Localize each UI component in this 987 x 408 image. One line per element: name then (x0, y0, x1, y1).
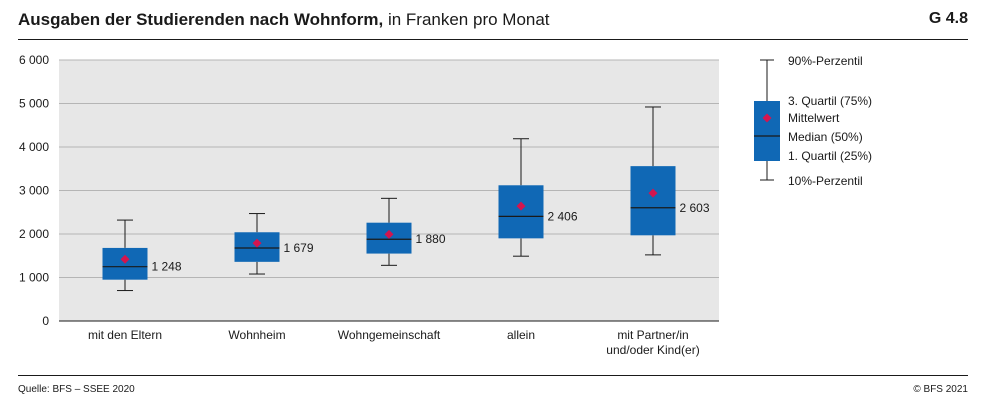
mean-marker (120, 254, 130, 264)
median-value-label: 2 603 (680, 201, 710, 215)
box-group: 2 406 (498, 138, 578, 257)
legend-label-q1: 1. Quartil (25%) (788, 149, 872, 163)
y-tick-label: 6 000 (19, 53, 49, 67)
mean-marker (384, 229, 394, 239)
y-tick-label: 2 000 (19, 227, 49, 241)
y-tick-label: 4 000 (19, 140, 49, 154)
legend: 90%-Perzentil 3. Quartil (75%) Mittelwert M… (754, 54, 872, 188)
box-group: 1 880 (366, 197, 446, 266)
median-value-label: 1 248 (152, 260, 182, 274)
iqr-box (102, 247, 148, 280)
x-category-label: Wohngemeinschaft (338, 328, 441, 342)
y-tick-label: 3 000 (19, 184, 49, 198)
mean-marker (648, 188, 658, 198)
boxes: 1 248 1 679 1 880 2 406 2 603 (102, 106, 710, 292)
y-tick-label: 5 000 (19, 97, 49, 111)
copyright-note: © BFS 2021 (913, 384, 968, 395)
y-tick-label: 0 (42, 314, 49, 328)
median-value-label: 2 406 (548, 209, 578, 223)
median-value-label: 1 880 (416, 232, 446, 246)
y-axis: 0 1 000 2 000 3 000 4 000 5 000 6 000 (19, 53, 719, 328)
chart-title-bold: Ausgaben der Studierenden nach Wohnform, (18, 10, 384, 29)
iqr-box (630, 166, 676, 236)
legend-mean-marker (762, 113, 772, 123)
mean-marker (252, 238, 262, 248)
legend-label-mean: Mittelwert (788, 111, 840, 125)
chart-header: Ausgaben der Studierenden nach Wohnform,… (18, 10, 968, 36)
top-rule (18, 39, 968, 40)
x-category-label: mit den Eltern (88, 328, 162, 342)
box-group: 1 248 (102, 219, 182, 292)
figure-id: G 4.8 (928, 10, 968, 27)
chart-title-rest: in Franken pro Monat (383, 10, 550, 29)
x-axis: mit den Eltern Wohnheim Wohngemeinschaft al… (88, 328, 700, 357)
box-group: 1 679 (234, 213, 314, 275)
iqr-box (498, 185, 544, 239)
legend-label-median: Median (50%) (788, 130, 863, 144)
mean-marker (516, 201, 526, 211)
box-group: 2 603 (630, 106, 710, 256)
legend-label-p10: 10%-Perzentil (788, 174, 863, 188)
y-tick-label: 1 000 (19, 271, 49, 285)
legend-label-p90: 90%-Perzentil (788, 54, 863, 68)
bottom-rule (18, 375, 968, 376)
chart-title: Ausgaben der Studierenden nach Wohnform,… (18, 10, 550, 30)
x-category-label: mit Partner/in (617, 328, 688, 342)
x-category-label: Wohnheim (228, 328, 285, 342)
legend-label-q3: 3. Quartil (75%) (788, 94, 872, 108)
x-category-label: und/oder Kind(er) (606, 343, 699, 357)
legend-box (754, 101, 780, 161)
source-note: Quelle: BFS – SSEE 2020 (18, 384, 135, 395)
x-category-label: allein (507, 328, 535, 342)
median-value-label: 1 679 (284, 241, 314, 255)
